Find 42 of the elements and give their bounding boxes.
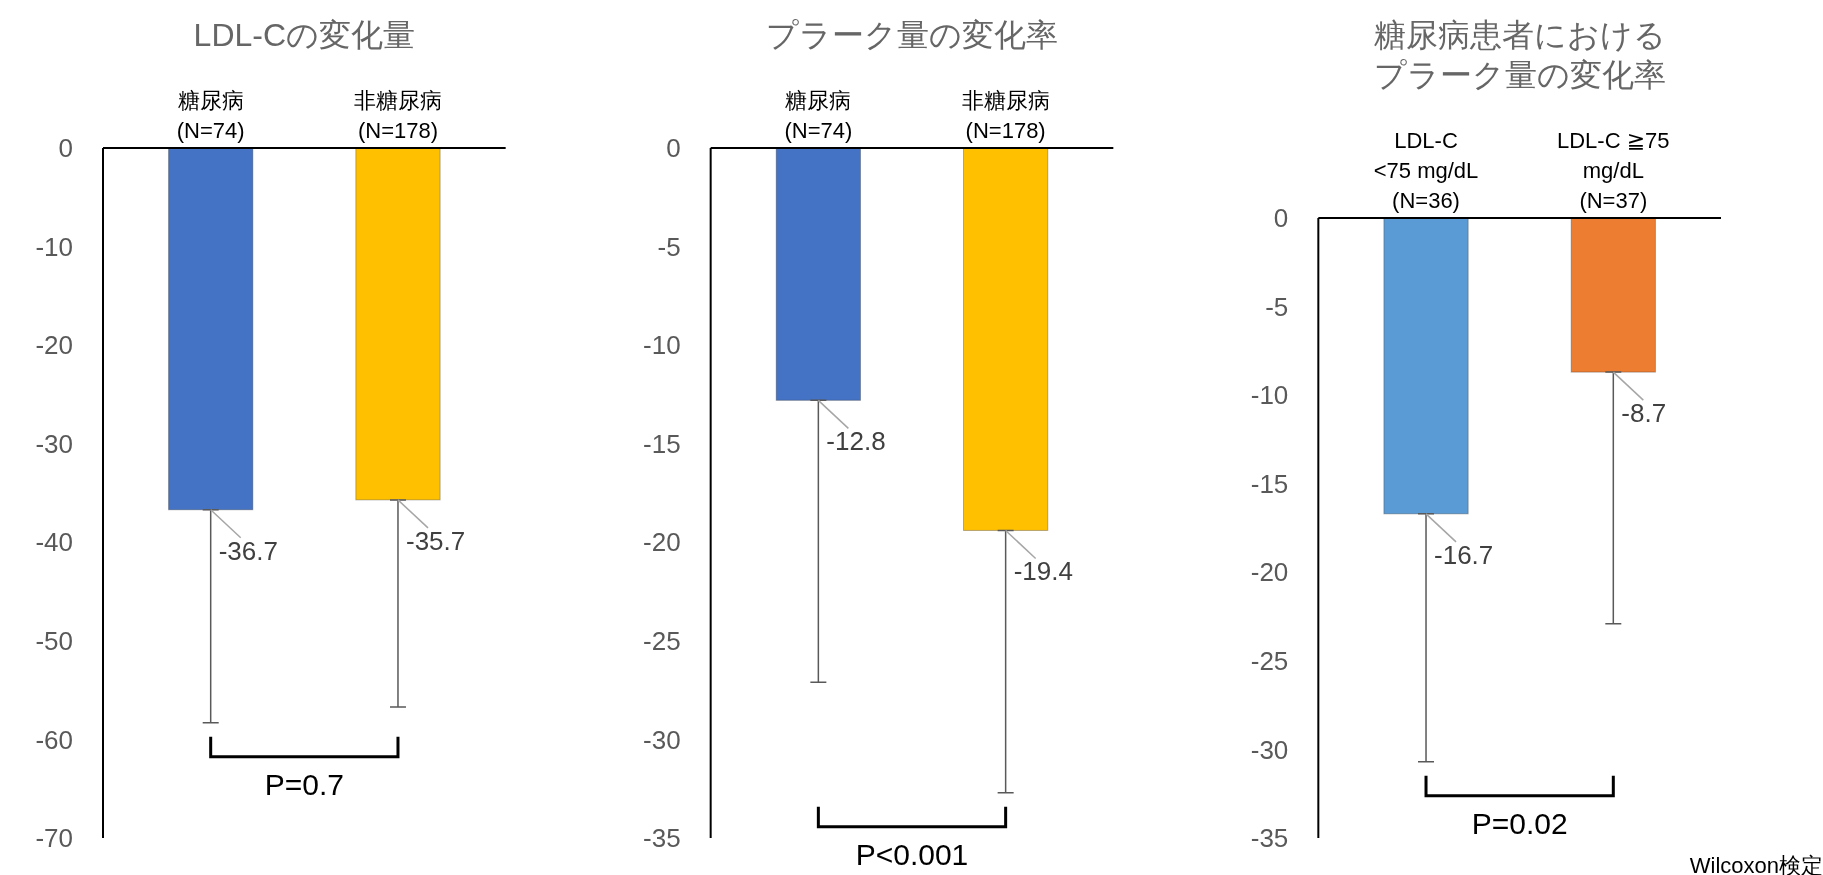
y-tick-label: -30 bbox=[643, 724, 681, 755]
y-tick-label: -25 bbox=[643, 625, 681, 656]
y-tick-label: -5 bbox=[657, 231, 681, 262]
data-label: -19.4 bbox=[1013, 556, 1073, 587]
chart-title: LDL-Cの変化量 bbox=[193, 17, 416, 53]
annotation: P=0.7 bbox=[264, 767, 344, 801]
y-tick-label: -60 bbox=[35, 724, 73, 755]
data-label: -8.7 bbox=[1621, 398, 1667, 429]
y-tick-label: 0 bbox=[1273, 203, 1289, 234]
data-label: -16.7 bbox=[1434, 539, 1494, 570]
y-tick-label: -50 bbox=[35, 625, 73, 656]
data-label: -12.8 bbox=[826, 426, 886, 457]
y-tick-label: -20 bbox=[35, 330, 73, 361]
y-tick-label: -30 bbox=[1250, 734, 1289, 765]
x-tick-label: LDL-C <75 mg/dL (N=36) bbox=[1373, 128, 1479, 213]
data-label: -36.7 bbox=[218, 535, 278, 566]
chart-title: プラーク量の変化率 bbox=[766, 17, 1058, 53]
y-tick-label: -30 bbox=[35, 428, 73, 459]
y-tick-label: -15 bbox=[643, 428, 681, 459]
y-tick-label: -10 bbox=[643, 330, 681, 361]
x-tick-label: 糖尿病 (N=74) bbox=[784, 88, 853, 143]
y-tick-label: -5 bbox=[1265, 291, 1289, 322]
y-tick-label: -40 bbox=[35, 527, 73, 558]
y-tick-label: -70 bbox=[35, 823, 73, 854]
y-tick-label: -35 bbox=[643, 823, 681, 854]
x-tick-label: 非糖尿病 (N=178) bbox=[961, 88, 1050, 143]
chart-title: 糖尿病患者におけるプラーク量の変化率 bbox=[1373, 17, 1666, 93]
y-tick-label: -25 bbox=[1250, 645, 1289, 676]
x-tick-label: 糖尿病 (N=74) bbox=[176, 88, 245, 143]
y-tick-label: 0 bbox=[666, 133, 681, 164]
data-label: -35.7 bbox=[405, 525, 466, 556]
y-tick-label: -10 bbox=[1250, 380, 1289, 411]
y-tick-label: -35 bbox=[1250, 823, 1289, 854]
x-tick-label: 非糖尿病 (N=178) bbox=[353, 88, 442, 143]
x-tick-label: LDL-C ≧75 mg/dL (N=37) bbox=[1557, 128, 1670, 213]
y-tick-label: -15 bbox=[1250, 468, 1289, 499]
y-tick-label: -20 bbox=[1250, 557, 1289, 588]
annotation: P=0.02 bbox=[1471, 806, 1568, 840]
annotation: P<0.001 bbox=[855, 837, 969, 871]
y-tick-label: 0 bbox=[58, 133, 73, 164]
y-tick-label: -10 bbox=[35, 231, 73, 262]
y-tick-label: -20 bbox=[643, 527, 681, 558]
